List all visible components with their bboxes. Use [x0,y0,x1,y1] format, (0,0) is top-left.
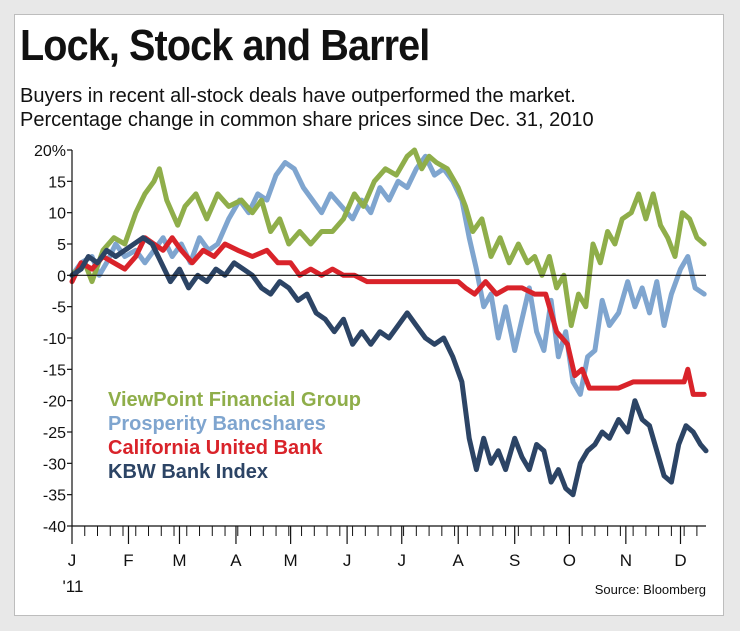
x-month-label: M [172,551,186,570]
x-year-label: '11 [63,577,84,596]
chart-subtitle-line-1: Buyers in recent all-stock deals have ou… [20,85,576,107]
legend-entry-kbw-bank-index: KBW Bank Index [108,461,268,483]
y-tick-label: -40 [43,519,66,536]
x-month-label: A [230,551,242,570]
y-tick-label: -25 [43,425,66,442]
x-month-label: S [509,551,520,570]
legend-entry-california-united-bank: California United Bank [108,437,323,459]
x-month-label: M [284,551,298,570]
legend-entry-prosperity-bancshares: Prosperity Bancshares [108,413,326,435]
y-tick-label: -30 [43,456,66,473]
series-line-kbw-bank-index [69,235,709,498]
x-month-label: J [398,551,407,570]
y-tick-label: -15 [43,362,66,379]
y-tick-label: 0 [57,268,66,285]
series-line-california-united-bank [69,235,707,397]
x-axis: J F M A M J J A S O N D '11 [63,525,706,596]
y-tick-label: -35 [43,488,66,505]
y-axis: 20% 15 10 5 0 -5 -10 -15 -20 -25 -30 -35 -40 [34,143,73,536]
x-month-label: F [123,551,133,570]
chart-title: Lock, Stock and Barrel [20,21,430,70]
y-tick-label: 20% [34,143,66,160]
x-month-label: J [68,551,77,570]
chart-subtitle-line-2: Percentage change in common share prices… [20,109,594,131]
x-month-label: J [343,551,352,570]
x-month-label: N [620,551,632,570]
legend-entry-viewpoint-financial-group: ViewPoint Financial Group [108,389,361,411]
x-month-label: A [453,551,465,570]
series-line-viewpoint-financial-group [69,147,707,328]
y-tick-label: 10 [48,206,66,223]
source-note: Source: Bloomberg [594,582,706,597]
x-month-label: O [563,551,576,570]
y-tick-label: -10 [43,331,66,348]
y-tick-label: -20 [43,394,66,411]
y-tick-label: -5 [52,300,66,317]
y-tick-label: 15 [48,174,66,191]
x-month-label: D [674,551,686,570]
y-tick-label: 5 [57,237,66,254]
